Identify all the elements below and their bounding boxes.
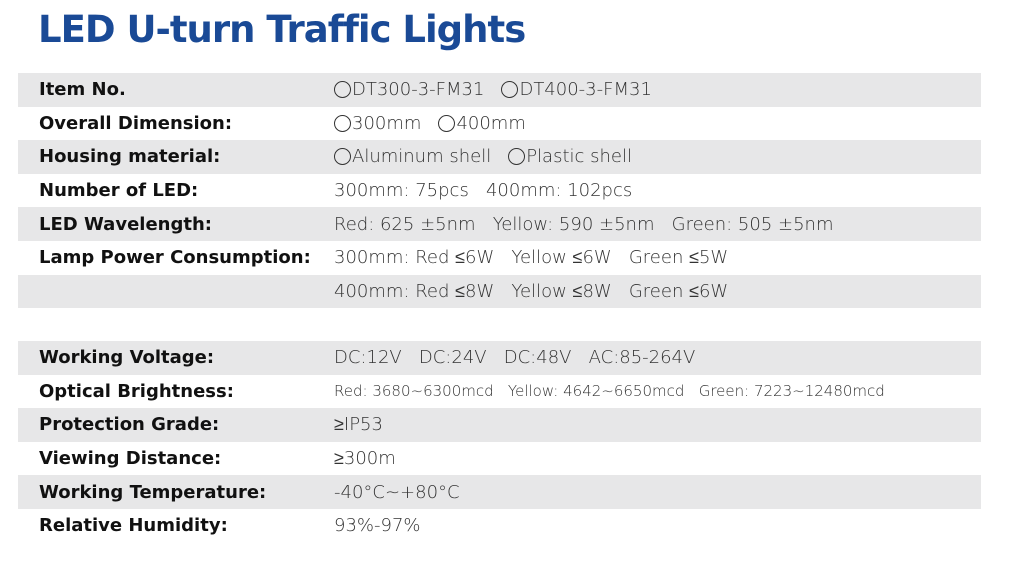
spec-label: Number of LED: [39, 180, 199, 202]
spec-label: Working Temperature: [39, 481, 267, 503]
option-dt400[interactable]: DT400-3-FM31 [501, 79, 652, 101]
spec-value: 300mm: Red ≤6W Yellow ≤6W Green ≤5W [334, 247, 729, 269]
spec-row-power-400: 400mm: Red ≤8W Yellow ≤8W Green ≤6W [18, 274, 981, 309]
spec-value: 300mm 400mm [334, 113, 543, 134]
option-300mm[interactable]: 300mm [334, 113, 421, 134]
spec-label: Lamp Power Consumption: [39, 247, 311, 269]
spec-row-temperature: Working Temperature: -40°C~+80°C [18, 475, 981, 509]
spec-value: Aluminum shell Plastic shell [334, 146, 649, 167]
spec-row-dimension: Overall Dimension: 300mm 400mm [18, 107, 981, 141]
spec-row-housing: Housing material: Aluminum shell Plastic… [18, 140, 981, 174]
option-plastic[interactable]: Plastic shell [508, 146, 632, 167]
spec-value: ≥300m [334, 448, 396, 470]
option-label: DT300-3-FM31 [352, 79, 485, 101]
spec-row-humidity: Relative Humidity: 93%-97% [18, 509, 981, 543]
spec-row-protection: Protection Grade: ≥IP53 [18, 408, 981, 442]
option-label: DT400-3-FM31 [519, 79, 652, 101]
spec-table-1: Item No. DT300-3-FM31 DT400-3-FM31 Overa… [18, 73, 981, 309]
radio-circle-icon[interactable] [508, 148, 526, 166]
spec-value: DT300-3-FM31 DT400-3-FM31 [334, 79, 669, 100]
spec-label: Overall Dimension: [39, 112, 233, 134]
spec-label: Optical Brightness: [39, 380, 234, 402]
spec-label: Working Voltage: [39, 347, 215, 369]
spec-label: Relative Humidity: [39, 515, 228, 537]
spec-value: -40°C~+80°C [334, 481, 460, 503]
spec-row-wavelength: LED Wavelength: Red: 625 ±5nm Yellow: 59… [18, 207, 981, 241]
spec-value: 300mm: 75pcs 400mm: 102pcs [334, 180, 633, 202]
option-dt300[interactable]: DT300-3-FM31 [334, 79, 484, 100]
option-label: 400mm [456, 112, 526, 134]
spec-label: Protection Grade: [39, 414, 220, 436]
radio-circle-icon[interactable] [334, 114, 351, 132]
page-title: LED U-turn Traffic Lights [38, 8, 526, 51]
spec-label: Viewing Distance: [39, 448, 222, 470]
spec-row-led-count: Number of LED: 300mm: 75pcs 400mm: 102pc… [18, 174, 981, 208]
spec-row-viewing: Viewing Distance: ≥300m [18, 442, 981, 476]
radio-circle-icon[interactable] [334, 81, 351, 99]
spec-row-voltage: Working Voltage: DC:12V DC:24V DC:48V AC… [18, 341, 981, 375]
spec-value: ≥IP53 [334, 414, 383, 436]
option-label: Aluminum shell [352, 146, 492, 168]
spec-value: 93%-97% [334, 515, 421, 537]
spec-value: Red: 625 ±5nm Yellow: 590 ±5nm Green: 50… [334, 213, 834, 235]
spec-label: Housing material: [39, 146, 221, 168]
radio-circle-icon[interactable] [501, 81, 519, 99]
option-400mm[interactable]: 400mm [438, 112, 526, 134]
spec-value: Red: 3680~6300mcd Yellow: 4642~6650mcd G… [334, 382, 885, 401]
spec-value: DC:12V DC:24V DC:48V AC:85-264V [334, 347, 696, 369]
option-aluminum[interactable]: Aluminum shell [334, 146, 491, 167]
option-label: 300mm [352, 112, 422, 134]
spec-row-power: Lamp Power Consumption: 300mm: Red ≤6W Y… [18, 241, 981, 275]
spec-label: Item No. [39, 79, 126, 101]
spec-label: LED Wavelength: [39, 213, 212, 235]
spec-row-item-no: Item No. DT300-3-FM31 DT400-3-FM31 [18, 73, 981, 107]
spec-value: 400mm: Red ≤8W Yellow ≤8W Green ≤6W [334, 280, 729, 302]
option-label: Plastic shell [526, 146, 633, 168]
radio-circle-icon[interactable] [334, 148, 351, 166]
radio-circle-icon[interactable] [438, 114, 456, 132]
spec-table-2: Working Voltage: DC:12V DC:24V DC:48V AC… [18, 341, 981, 543]
spec-row-brightness: Optical Brightness: Red: 3680~6300mcd Ye… [18, 375, 981, 409]
